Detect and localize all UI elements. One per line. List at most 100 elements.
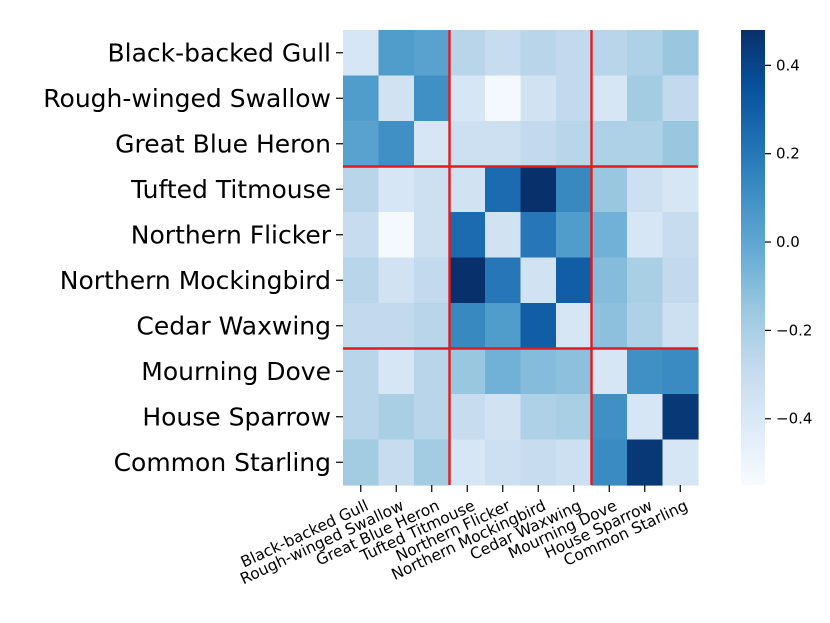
heatmap-cell: [520, 439, 557, 486]
heatmap-cell: [449, 121, 486, 168]
heatmap-cells: [343, 30, 699, 486]
heatmap-cell: [449, 212, 486, 259]
heatmap-cell: [662, 75, 699, 122]
heatmap-cell: [485, 348, 522, 395]
heatmap-cell: [449, 439, 486, 486]
heatmap-cell: [627, 212, 664, 259]
heatmap-cell: [343, 394, 380, 441]
heatmap-cell: [591, 394, 628, 441]
heatmap-cell: [378, 348, 415, 395]
row-label: House Sparrow: [142, 402, 331, 431]
heatmap-cell: [662, 394, 699, 441]
heatmap-cell: [627, 257, 664, 304]
row-labels: Black-backed Gull Rough-winged Swallow Gre…: [43, 38, 343, 477]
heatmap-cell: [591, 257, 628, 304]
group-separators: [343, 30, 698, 485]
heatmap-cell: [414, 303, 451, 350]
heatmap-cell: [520, 394, 557, 441]
heatmap-cell: [414, 166, 451, 213]
heatmap-cell: [662, 257, 699, 304]
heatmap-cell: [591, 75, 628, 122]
heatmap-cell: [662, 121, 699, 168]
heatmap-cell: [591, 439, 628, 486]
heatmap-cell: [378, 257, 415, 304]
heatmap-cell: [414, 75, 451, 122]
heatmap-cell: [485, 212, 522, 259]
heatmap-cell: [485, 303, 522, 350]
heatmap-cell: [556, 303, 593, 350]
heatmap-cell: [449, 30, 486, 77]
heatmap-cell: [378, 394, 415, 441]
row-label: Northern Flicker: [131, 220, 332, 249]
heatmap-cell: [662, 303, 699, 350]
heatmap-cell: [449, 394, 486, 441]
heatmap-cell: [414, 121, 451, 168]
heatmap-cell: [414, 348, 451, 395]
heatmap-cell: [520, 75, 557, 122]
row-label: Mourning Dove: [141, 357, 331, 386]
row-label: Black-backed Gull: [108, 38, 332, 67]
colorbar-gradient: [741, 30, 765, 485]
heatmap-cell: [627, 121, 664, 168]
heatmap-cell: [520, 348, 557, 395]
heatmap-cell: [414, 30, 451, 77]
heatmap-cell: [556, 30, 593, 77]
heatmap-cell: [520, 212, 557, 259]
heatmap-cell: [378, 439, 415, 486]
heatmap-cell: [414, 394, 451, 441]
heatmap-cell: [556, 166, 593, 213]
heatmap-cell: [449, 348, 486, 395]
heatmap-cell: [343, 121, 380, 168]
heatmap-cell: [485, 257, 522, 304]
heatmap-cell: [378, 212, 415, 259]
heatmap-cell: [414, 439, 451, 486]
row-label: Northern Mockingbird: [60, 266, 331, 295]
heatmap-cell: [449, 166, 486, 213]
heatmap-cell: [485, 439, 522, 486]
colorbar-tick-label: 0.0: [776, 233, 800, 251]
heatmap-cell: [591, 212, 628, 259]
heatmap-cell: [485, 394, 522, 441]
colorbar-tick-label: −0.4: [776, 410, 812, 428]
heatmap-cell: [556, 439, 593, 486]
heatmap-cell: [627, 348, 664, 395]
heatmap-cell: [414, 212, 451, 259]
heatmap-cell: [627, 166, 664, 213]
heatmap-cell: [520, 30, 557, 77]
heatmap-cell: [520, 257, 557, 304]
heatmap-cell: [520, 303, 557, 350]
row-label: Rough-winged Swallow: [43, 84, 331, 113]
row-label: Tufted Titmouse: [130, 175, 331, 204]
heatmap-cell: [627, 75, 664, 122]
heatmap-cell: [414, 257, 451, 304]
heatmap-cell: [556, 394, 593, 441]
heatmap-cell: [378, 121, 415, 168]
heatmap-cell: [591, 303, 628, 350]
heatmap-cell: [591, 30, 628, 77]
heatmap-cell: [449, 75, 486, 122]
heatmap-cell: [556, 348, 593, 395]
heatmap-cell: [485, 121, 522, 168]
heatmap-cell: [378, 166, 415, 213]
heatmap-cell: [343, 212, 380, 259]
heatmap-cell: [556, 257, 593, 304]
heatmap-cell: [378, 75, 415, 122]
heatmap-cell: [343, 30, 380, 77]
heatmap-cell: [378, 303, 415, 350]
heatmap-cell: [485, 166, 522, 213]
heatmap-cell: [662, 348, 699, 395]
heatmap-cell: [343, 75, 380, 122]
heatmap-cell: [627, 30, 664, 77]
heatmap-cell: [449, 303, 486, 350]
heatmap-cell: [343, 439, 380, 486]
row-label: Great Blue Heron: [115, 129, 331, 158]
heatmap-cell: [449, 257, 486, 304]
heatmap-cell: [627, 394, 664, 441]
heatmap-cell: [556, 121, 593, 168]
row-label: Cedar Waxwing: [136, 311, 331, 340]
heatmap-cell: [343, 348, 380, 395]
heatmap-cell: [520, 166, 557, 213]
heatmap-cell: [627, 303, 664, 350]
